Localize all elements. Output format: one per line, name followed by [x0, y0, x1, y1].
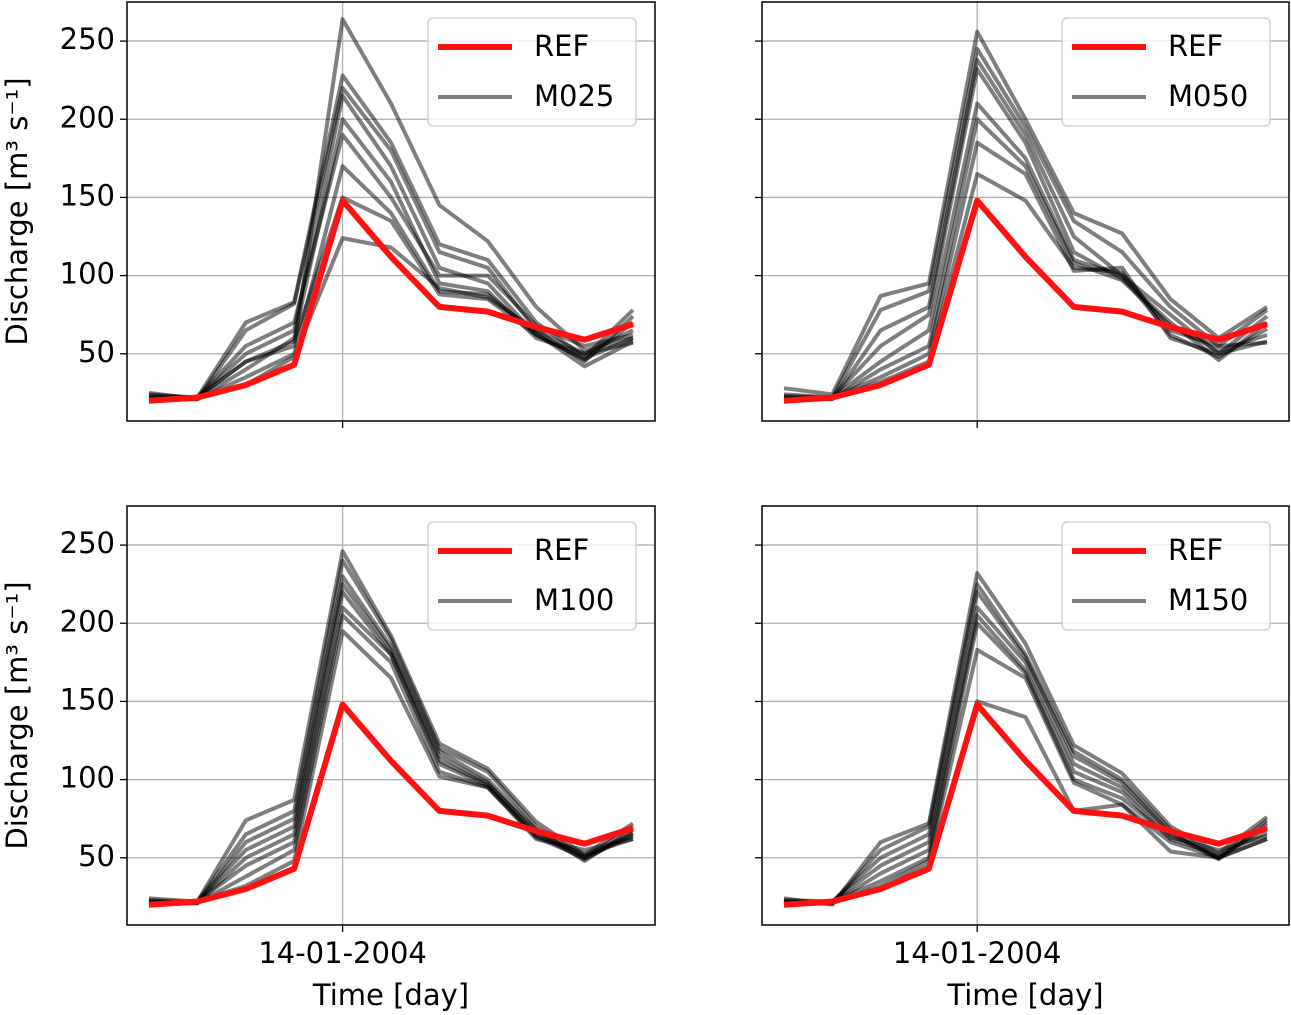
- axes-frame: [761, 505, 1290, 926]
- plot-area: [148, 17, 635, 404]
- plot-area: [783, 571, 1269, 908]
- x-tick-label: 14-01-2004: [893, 936, 1062, 970]
- plot-area: [783, 29, 1269, 404]
- member-line: [783, 29, 1269, 397]
- y-axis-label: Discharge [m³ s⁻¹]: [0, 77, 34, 345]
- x-axis-label: Time [day]: [946, 978, 1103, 1012]
- member-line: [148, 86, 635, 402]
- member-line: [784, 647, 1268, 906]
- y-tick-label: 250: [60, 526, 115, 560]
- ref-line: [148, 701, 634, 908]
- y-tick-label: 250: [60, 22, 115, 56]
- plot-area: [148, 549, 635, 908]
- legend-label: M025: [534, 79, 614, 113]
- member-line: [783, 57, 1269, 402]
- member-line: [784, 140, 1268, 400]
- legend-label: REF: [534, 29, 589, 63]
- y-tick-label: 50: [78, 335, 115, 369]
- legend-label: REF: [534, 533, 589, 567]
- y-axis-label: Discharge [m³ s⁻¹]: [0, 581, 34, 849]
- axes-frame: [126, 505, 656, 926]
- x-tick-label: 14-01-2004: [258, 936, 427, 970]
- legend-label: M150: [1168, 583, 1248, 617]
- y-tick-label: 100: [60, 257, 115, 291]
- y-tick-label: 100: [60, 761, 115, 795]
- ref-line: [783, 701, 1268, 908]
- y-tick-label: 50: [78, 839, 115, 873]
- member-line: [148, 195, 634, 403]
- ref-line: [148, 197, 634, 404]
- y-tick-label: 200: [60, 100, 115, 134]
- x-axis-label: Time [day]: [312, 978, 469, 1012]
- legend-label: REF: [1168, 29, 1223, 63]
- y-tick-label: 150: [60, 178, 115, 212]
- y-tick-label: 200: [60, 604, 115, 638]
- axes-frame: [761, 1, 1290, 422]
- legend-label: M100: [534, 583, 614, 617]
- legend-label: M050: [1168, 79, 1248, 113]
- legend-label: REF: [1168, 533, 1223, 567]
- y-tick-label: 150: [60, 682, 115, 716]
- axes-frame: [126, 1, 656, 422]
- member-line: [784, 621, 1268, 904]
- member-line: [783, 46, 1269, 400]
- member-line: [783, 613, 1268, 907]
- ref-line: [783, 197, 1268, 404]
